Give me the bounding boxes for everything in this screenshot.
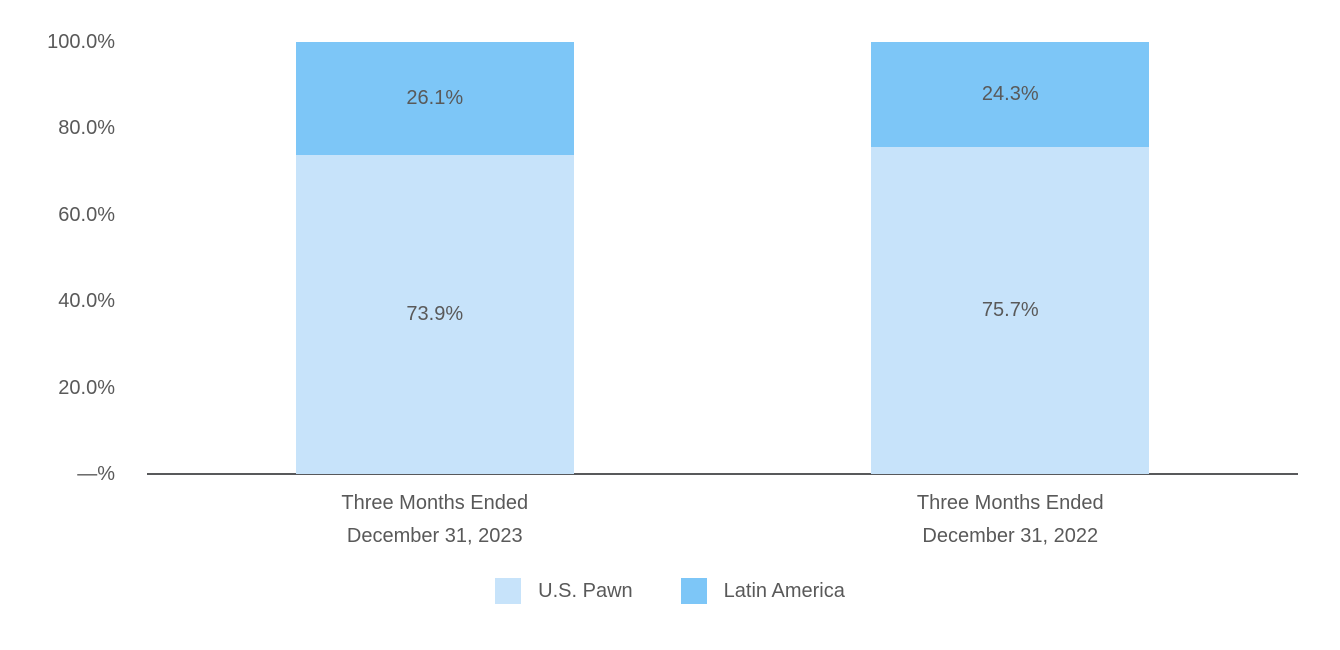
bar-segment-latin-america: 26.1% — [295, 42, 574, 155]
x-axis-category-label-line: Three Months Ended — [916, 492, 1104, 514]
y-axis-tick-label: 40.0% — [58, 290, 115, 313]
x-axis-category-label-line: Three Months Ended — [341, 492, 529, 514]
bar-segment-value-label: 73.9% — [406, 303, 464, 326]
legend-swatch — [680, 578, 707, 604]
x-axis-category-label-line: December 31, 2023 — [346, 525, 523, 547]
y-axis-tick-label: 60.0% — [58, 203, 115, 226]
bar-segment-latin-america: 24.3% — [871, 42, 1150, 147]
y-axis-tick-label: 20.0% — [58, 376, 115, 399]
y-axis-tick-label: —% — [77, 463, 115, 485]
legend-entry-latin-america: Latin America — [680, 578, 845, 604]
bar-segment-value-label: 24.3% — [981, 83, 1039, 106]
bar-segment-value-label: 75.7% — [981, 299, 1039, 322]
legend: U.S. Pawn Latin America — [0, 578, 1340, 604]
bar-segment-value-label: 26.1% — [406, 87, 464, 110]
y-axis-tick-label: 100.0% — [47, 31, 115, 53]
x-axis-line — [147, 473, 1298, 475]
legend-entry-u-s-pawn: U.S. Pawn — [495, 578, 633, 604]
legend-label: U.S. Pawn — [538, 579, 633, 602]
x-axis-category-label: Three Months Ended December 31, 2023 — [225, 487, 645, 553]
legend-swatch — [495, 578, 522, 604]
x-axis-category-label: Three Months Ended December 31, 2022 — [800, 487, 1220, 553]
legend-label: Latin America — [723, 579, 845, 602]
bar-segment-u-s-pawn: 73.9% — [295, 154, 574, 474]
bar-segment-u-s-pawn: 75.7% — [871, 146, 1150, 474]
y-axis-tick-label: 80.0% — [58, 117, 115, 140]
x-axis-category-label-line: December 31, 2022 — [922, 525, 1099, 547]
